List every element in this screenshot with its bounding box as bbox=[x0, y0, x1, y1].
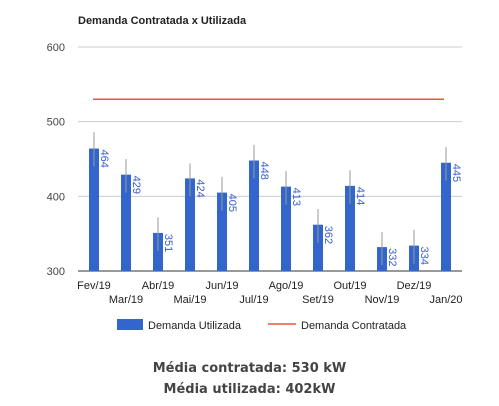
bar-value-label: 429 bbox=[130, 176, 142, 194]
legend-label-demanda-utilizada: Demanda Utilizada bbox=[148, 320, 242, 332]
bar-Set/19 bbox=[313, 224, 323, 271]
bar-Mai/19 bbox=[185, 178, 195, 271]
bar-value-label: 413 bbox=[290, 188, 302, 206]
x-tick-label: Dez/19 bbox=[397, 280, 432, 292]
bar-Abr/19 bbox=[153, 232, 163, 271]
chart-title: Demanda Contratada x Utilizada bbox=[78, 15, 247, 27]
legend-label-demanda-contratada: Demanda Contratada bbox=[301, 320, 407, 332]
x-tick-label: Jun/19 bbox=[205, 280, 238, 292]
x-tick-label: Ago/19 bbox=[269, 280, 304, 292]
x-tick-label: Mar/19 bbox=[109, 294, 143, 306]
bar-value-label: 334 bbox=[418, 247, 430, 265]
average-used-text: Média utilizada: 402kW bbox=[163, 382, 336, 397]
bar-Jun/19 bbox=[217, 192, 227, 271]
bar-Jan/20 bbox=[441, 162, 451, 271]
bar-value-label: 414 bbox=[354, 187, 366, 205]
x-tick-label: Mai/19 bbox=[173, 294, 206, 306]
x-tick-label: Jul/19 bbox=[239, 294, 268, 306]
chart: Demanda Contratada x Utilizada 300 400 500 6… bbox=[47, 15, 463, 332]
bar-value-label: 405 bbox=[226, 194, 238, 212]
y-tick-label: 600 bbox=[47, 42, 65, 54]
y-tick-label: 400 bbox=[47, 191, 65, 203]
bar-Ago/19 bbox=[281, 186, 291, 271]
x-tick-label: Nov/19 bbox=[365, 294, 400, 306]
y-tick-label: 500 bbox=[47, 117, 65, 129]
bar-Fev/19 bbox=[89, 148, 99, 271]
bar-value-label: 424 bbox=[194, 179, 206, 197]
x-tick-label: Fev/19 bbox=[77, 280, 111, 292]
bar-value-label: 351 bbox=[162, 234, 174, 252]
bar-value-label: 362 bbox=[322, 226, 334, 244]
bar-Jul/19 bbox=[249, 160, 259, 271]
y-tick-label: 300 bbox=[47, 266, 65, 278]
bar-Out/19 bbox=[345, 185, 355, 271]
bar-value-label: 448 bbox=[258, 161, 270, 179]
bar-value-label: 445 bbox=[450, 164, 462, 182]
bar-value-label: 332 bbox=[386, 248, 398, 266]
x-tick-label: Abr/19 bbox=[142, 280, 174, 292]
legend-swatch-demanda-utilizada bbox=[117, 319, 143, 330]
x-tick-label: Set/19 bbox=[302, 294, 334, 306]
bar-Mar/19 bbox=[121, 174, 131, 271]
x-tick-label: Jan/20 bbox=[429, 294, 462, 306]
x-tick-label: Out/19 bbox=[333, 280, 366, 292]
bar-value-label: 464 bbox=[98, 150, 110, 168]
average-contracted-text: Média contratada: 530 kW bbox=[152, 361, 347, 376]
